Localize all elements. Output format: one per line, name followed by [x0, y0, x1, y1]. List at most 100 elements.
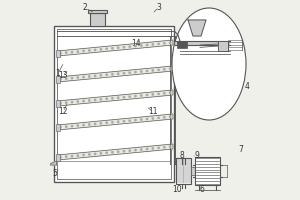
Circle shape: [82, 50, 85, 52]
Circle shape: [152, 93, 154, 96]
Bar: [54, 26, 174, 182]
Bar: [88, 10, 107, 13]
Circle shape: [157, 116, 160, 119]
Text: 11: 11: [148, 108, 158, 116]
Text: 12: 12: [58, 108, 68, 116]
Text: 14: 14: [131, 38, 141, 47]
Circle shape: [70, 101, 74, 104]
Circle shape: [100, 98, 102, 101]
Circle shape: [117, 46, 120, 49]
Text: 6: 6: [200, 184, 204, 194]
Circle shape: [128, 119, 131, 122]
Circle shape: [117, 72, 120, 75]
Circle shape: [94, 49, 97, 51]
Circle shape: [100, 48, 102, 51]
Circle shape: [59, 52, 62, 55]
Circle shape: [140, 44, 143, 47]
Circle shape: [169, 145, 172, 148]
Circle shape: [59, 126, 62, 129]
Circle shape: [105, 151, 108, 154]
Circle shape: [65, 101, 68, 104]
Circle shape: [94, 99, 97, 101]
Circle shape: [128, 45, 131, 48]
Circle shape: [146, 118, 148, 120]
Circle shape: [117, 96, 120, 99]
Circle shape: [105, 97, 108, 100]
Circle shape: [88, 153, 91, 156]
Circle shape: [169, 41, 172, 44]
Circle shape: [169, 91, 172, 94]
Circle shape: [146, 70, 148, 72]
Circle shape: [146, 44, 148, 46]
Circle shape: [157, 42, 160, 45]
Circle shape: [70, 51, 74, 54]
Circle shape: [65, 155, 68, 158]
Circle shape: [65, 125, 68, 128]
Circle shape: [94, 153, 97, 155]
Bar: [195, 157, 220, 185]
Circle shape: [76, 100, 79, 103]
Circle shape: [70, 155, 74, 158]
Circle shape: [70, 125, 74, 128]
Circle shape: [134, 119, 137, 121]
Circle shape: [100, 122, 102, 125]
Circle shape: [123, 46, 125, 49]
Polygon shape: [188, 20, 206, 36]
Bar: [176, 158, 191, 184]
Polygon shape: [58, 114, 173, 130]
Bar: [56, 154, 60, 161]
Polygon shape: [48, 161, 57, 165]
Circle shape: [105, 47, 108, 50]
Text: 10: 10: [172, 184, 182, 194]
Circle shape: [163, 146, 166, 149]
Bar: [56, 100, 60, 107]
Circle shape: [134, 45, 137, 47]
Circle shape: [152, 43, 154, 46]
Text: A: A: [213, 12, 219, 21]
Text: 1: 1: [56, 70, 60, 78]
Bar: [218, 41, 228, 51]
Bar: [177, 41, 187, 48]
Circle shape: [111, 97, 114, 100]
Ellipse shape: [172, 8, 246, 120]
Circle shape: [88, 75, 91, 78]
Circle shape: [157, 68, 160, 71]
Circle shape: [70, 77, 74, 80]
Text: 7: 7: [238, 146, 243, 154]
Polygon shape: [58, 66, 173, 82]
Circle shape: [163, 92, 166, 95]
Circle shape: [94, 75, 97, 77]
Circle shape: [76, 154, 79, 157]
Circle shape: [152, 69, 154, 72]
Circle shape: [100, 152, 102, 155]
Bar: [57, 29, 171, 179]
Circle shape: [111, 151, 114, 154]
Circle shape: [59, 102, 62, 105]
Circle shape: [140, 118, 143, 121]
Bar: [57, 161, 171, 179]
Circle shape: [65, 77, 68, 80]
Circle shape: [128, 71, 131, 74]
Circle shape: [82, 124, 85, 126]
Circle shape: [169, 67, 172, 70]
Circle shape: [88, 123, 91, 126]
Circle shape: [140, 148, 143, 151]
Text: 2: 2: [82, 3, 87, 12]
Circle shape: [140, 70, 143, 73]
Text: 9: 9: [195, 150, 200, 160]
Bar: [56, 124, 60, 131]
Circle shape: [134, 149, 137, 151]
Text: 13: 13: [58, 72, 68, 80]
Circle shape: [169, 115, 172, 118]
Circle shape: [82, 76, 85, 78]
Circle shape: [163, 68, 166, 71]
Circle shape: [105, 121, 108, 124]
Circle shape: [76, 50, 79, 53]
Circle shape: [163, 42, 166, 45]
Circle shape: [134, 71, 137, 73]
Circle shape: [111, 73, 114, 76]
Circle shape: [134, 95, 137, 97]
Circle shape: [111, 121, 114, 124]
Circle shape: [146, 148, 148, 150]
Bar: [175, 41, 230, 45]
